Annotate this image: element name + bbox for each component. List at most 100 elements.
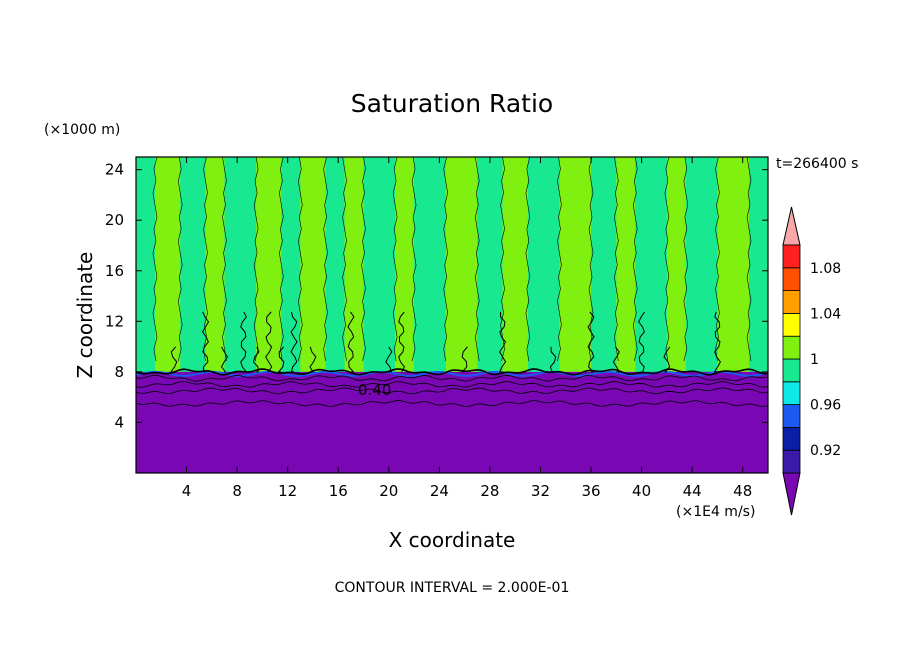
band-contour-line (253, 157, 259, 362)
upper-field-band (635, 157, 668, 376)
plume-contour (265, 311, 273, 373)
x-tick-label: 28 (480, 482, 499, 500)
band-contour-line (392, 157, 398, 362)
contour-value-label: 0.40 (358, 381, 391, 399)
colorbar-label: 1.04 (810, 306, 841, 322)
band-contour-line (474, 157, 480, 362)
colorbar-swatch (782, 404, 801, 428)
upper-field-band (445, 157, 478, 376)
plume-contour (587, 311, 595, 373)
upper-field-band (749, 157, 768, 376)
band-contour-line (177, 157, 183, 362)
plume-contour (252, 346, 260, 373)
band-contour-line (279, 157, 284, 362)
plume-contour (461, 346, 468, 373)
colorbar-upper-arrow (782, 206, 801, 246)
upper-field-band (527, 157, 560, 376)
upper-field-band (395, 157, 415, 376)
plume-contour (638, 311, 646, 373)
y-axis-unit: (×1000 m) (44, 122, 120, 138)
y-axis-ticks: 4 8 12 16 20 24 (105, 161, 768, 431)
plume-contour (663, 346, 671, 373)
band-contour-line (557, 157, 562, 362)
x-tick-label: 12 (278, 482, 297, 500)
x-axis-ticks: 4 8 12 16 20 24 28 32 36 40 44 48 (182, 157, 752, 500)
x-tick-label: 20 (379, 482, 398, 500)
band-contour-line (361, 157, 366, 362)
x-tick-label: 48 (733, 482, 752, 500)
colorbar-swatch (782, 244, 801, 269)
colorbar-swatch (782, 381, 801, 405)
field-layer (136, 157, 768, 473)
plume-contour (549, 346, 557, 373)
colorbar-label: 0.96 (810, 398, 841, 414)
colorbar-lower-arrow (782, 472, 801, 516)
colorbar-swatch (782, 426, 801, 451)
band-contour-line (323, 157, 328, 362)
colorbar-swatch (782, 290, 801, 314)
upper-field-band (205, 157, 225, 376)
x-tick-label: 24 (430, 482, 449, 500)
plume-contour (169, 346, 178, 373)
upper-field-band (256, 157, 282, 376)
plume-contour (347, 311, 355, 373)
band-contour-line (203, 157, 208, 362)
boundary-layer-field (136, 371, 768, 473)
chart-title: Saturation Ratio (351, 89, 553, 118)
upper-field-band (559, 157, 592, 376)
x-tick-label: 44 (683, 482, 702, 500)
band-contour-line (411, 157, 417, 362)
band-contour-line (342, 157, 347, 362)
plot-area (135, 156, 769, 474)
y-tick-label: 20 (105, 211, 124, 229)
upper-field-band (136, 157, 156, 376)
upper-field-band (325, 157, 346, 376)
upper-field-band (344, 157, 365, 376)
band-contour-line (632, 157, 638, 362)
boundary-contour-line (136, 368, 768, 376)
colorbar: 0.92 0.96 1 1.04 1.08 (782, 206, 841, 516)
band-contour-line (525, 157, 531, 362)
plume-contour (713, 311, 721, 373)
band-contour-line (298, 157, 303, 362)
time-label: t=266400 s (776, 156, 858, 172)
x-tick-label: 36 (581, 482, 600, 500)
x-tick-label: 32 (531, 482, 550, 500)
colorbar-label: 0.92 (810, 443, 841, 459)
x-tick-label: 4 (182, 482, 192, 500)
band-contour-line (614, 157, 619, 362)
plume-contour (498, 311, 507, 373)
upper-field-band (154, 157, 181, 376)
contour-layer (136, 157, 768, 407)
colorbar-swatch (782, 267, 801, 291)
upper-field-band (717, 157, 750, 376)
plume-contour (277, 346, 285, 373)
upper-field-band (363, 157, 396, 376)
plume-contour (220, 346, 229, 373)
upper-field-band (281, 157, 301, 376)
upper-field-band (477, 157, 504, 376)
x-tick-label: 40 (632, 482, 651, 500)
y-axis-label: Z coordinate (73, 252, 97, 379)
y-tick-label: 12 (105, 312, 124, 330)
colorbar-swatch (782, 449, 801, 474)
x-tick-label: 16 (329, 482, 348, 500)
colorbar-label: 1.08 (810, 261, 841, 277)
plume-contour (398, 311, 405, 373)
x-axis-label: X coordinate (389, 528, 516, 552)
colorbar-swatch (782, 358, 801, 383)
plume-contour (385, 346, 393, 373)
y-tick-label: 16 (105, 262, 124, 280)
x-tick-label: 8 (232, 482, 242, 500)
band-contour-line (746, 157, 752, 362)
band-contour-line (500, 157, 505, 362)
colorbar-swatch (782, 312, 801, 337)
y-tick-label: 4 (114, 413, 124, 431)
y-tick-label: 8 (114, 363, 124, 381)
upper-field-band (685, 157, 718, 376)
contour-interval-label: CONTOUR INTERVAL = 2.000E-01 (335, 580, 570, 596)
colorbar-swatch (782, 335, 801, 360)
upper-field-band (666, 157, 687, 376)
boundary-contour-line (136, 374, 768, 382)
